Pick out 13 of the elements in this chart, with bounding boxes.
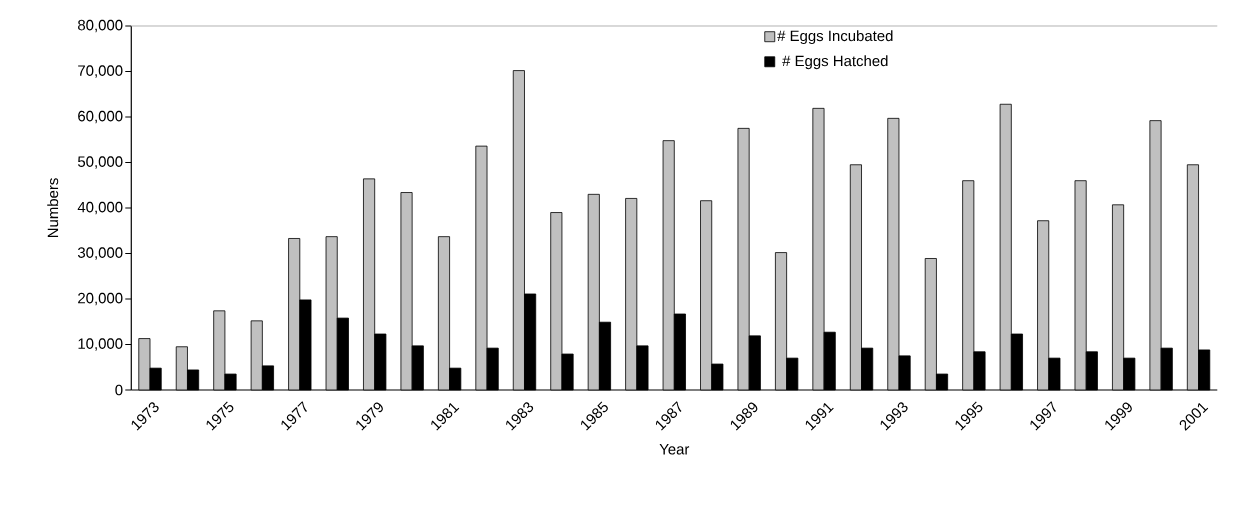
y-tick-label: 20,000: [78, 292, 123, 306]
y-tick-label: 60,000: [78, 110, 123, 124]
y-axis-title: Numbers: [47, 178, 59, 238]
legend-label: # Eggs Hatched: [782, 55, 888, 70]
y-tick-label: 0: [115, 384, 123, 396]
y-tick-label: 40,000: [77, 201, 123, 215]
x-axis-title: Year: [659, 444, 690, 455]
y-tick-label: 50,000: [77, 156, 123, 169]
y-tick-label: 10,000: [78, 338, 123, 351]
legend-label: # Eggs Incubated: [777, 30, 893, 45]
y-tick-label: 70,000: [78, 65, 123, 78]
y-tick-label: 80,000: [78, 19, 123, 33]
y-tick-label: 30,000: [77, 247, 123, 260]
